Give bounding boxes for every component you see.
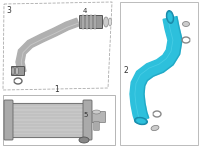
FancyBboxPatch shape	[90, 15, 92, 29]
FancyBboxPatch shape	[94, 122, 99, 130]
Ellipse shape	[79, 137, 89, 143]
Ellipse shape	[108, 18, 112, 26]
Ellipse shape	[151, 125, 159, 131]
FancyBboxPatch shape	[12, 66, 24, 76]
Ellipse shape	[104, 17, 108, 27]
FancyBboxPatch shape	[80, 15, 102, 29]
Text: 4: 4	[83, 8, 87, 14]
Text: 1: 1	[55, 85, 59, 94]
FancyBboxPatch shape	[120, 2, 198, 145]
FancyBboxPatch shape	[10, 103, 86, 137]
Ellipse shape	[135, 117, 147, 125]
Ellipse shape	[167, 12, 173, 22]
Ellipse shape	[166, 11, 174, 23]
FancyBboxPatch shape	[4, 100, 13, 140]
FancyBboxPatch shape	[94, 15, 96, 29]
Text: 3: 3	[6, 6, 11, 15]
FancyBboxPatch shape	[3, 95, 115, 145]
Text: 5: 5	[84, 112, 88, 118]
FancyBboxPatch shape	[90, 112, 106, 122]
Ellipse shape	[92, 110, 101, 114]
Text: 2: 2	[123, 66, 128, 75]
Ellipse shape	[182, 21, 190, 26]
Ellipse shape	[16, 67, 18, 75]
Ellipse shape	[12, 67, 14, 75]
FancyBboxPatch shape	[86, 15, 88, 29]
Ellipse shape	[136, 118, 146, 124]
Polygon shape	[130, 17, 182, 122]
FancyBboxPatch shape	[83, 100, 92, 140]
Polygon shape	[16, 18, 79, 73]
FancyBboxPatch shape	[82, 15, 84, 29]
